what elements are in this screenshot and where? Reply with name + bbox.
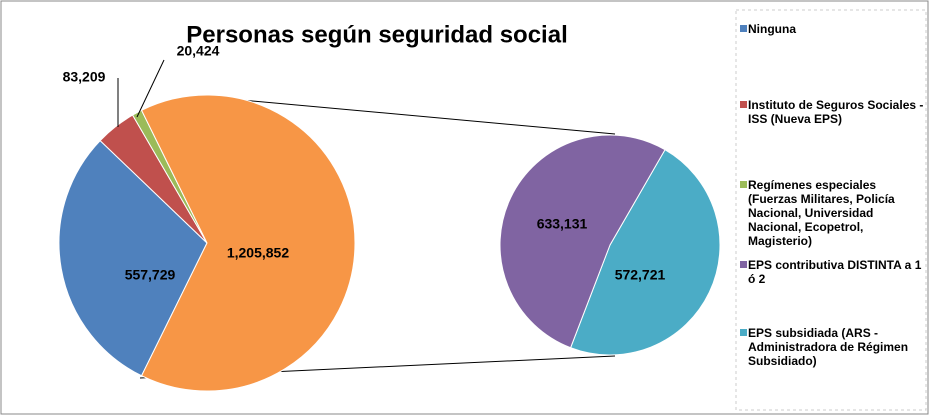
data-label: 572,721: [615, 267, 666, 283]
legend-label: EPS subsidiada (ARS - Administradora de …: [748, 326, 909, 368]
chart-title: Personas según seguridad social: [186, 21, 567, 48]
legend-swatch: [740, 25, 747, 32]
legend-entry: EPS contributiva DISTINTA a 1 ó 2: [740, 258, 926, 286]
data-label: 20,424: [177, 43, 220, 59]
data-label: 83,209: [63, 69, 106, 85]
data-label: 633,131: [537, 216, 588, 232]
pie-slice: [499, 134, 666, 349]
connector: [219, 97, 616, 135]
legend-entry: EPS subsidiada (ARS - Administradora de …: [740, 326, 926, 368]
legend-label: Regímenes especiales (Fuerzas Militares,…: [748, 178, 895, 248]
data-label: 1,205,852: [227, 245, 289, 261]
legend-entry: Regímenes especiales (Fuerzas Militares,…: [740, 178, 926, 248]
pie-slice: [140, 94, 356, 392]
pie-slice: [569, 149, 721, 356]
legend-swatch: [740, 261, 747, 268]
legend-label: Instituto de Seguros Sociales - ISS (Nue…: [748, 98, 924, 126]
legend-label: Ninguna: [748, 22, 796, 36]
leader-line: [136, 59, 165, 118]
data-label: 557,729: [125, 267, 176, 283]
legend-swatch: [740, 181, 747, 188]
legend-swatch: [740, 329, 747, 336]
legend-box: [735, 9, 927, 411]
legend-entry: Ninguna: [740, 22, 926, 36]
legend-label: EPS contributiva DISTINTA a 1 ó 2: [748, 258, 922, 286]
legend-entry: Instituto de Seguros Sociales - ISS (Nue…: [740, 98, 926, 126]
legend-swatch: [740, 101, 747, 108]
